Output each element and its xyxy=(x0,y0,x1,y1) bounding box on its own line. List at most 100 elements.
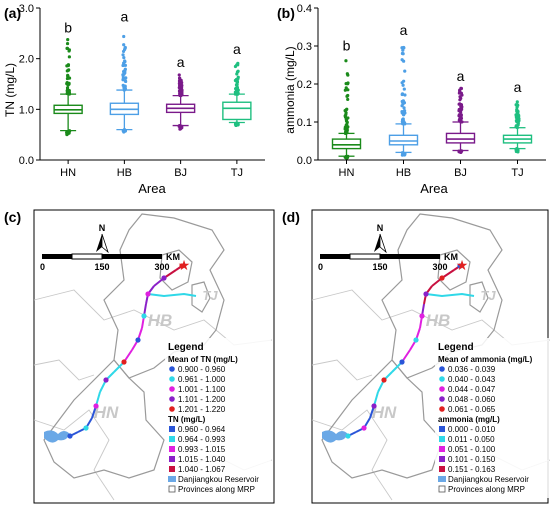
station-point xyxy=(345,433,351,439)
legend-swatch xyxy=(169,456,175,462)
outlier-point xyxy=(345,72,349,76)
legend-swatch xyxy=(169,406,175,412)
legend-swatch-provinces xyxy=(438,485,446,493)
outlier-point xyxy=(402,87,406,91)
legend-swatch-reservoir xyxy=(168,476,176,482)
outlier-point xyxy=(122,47,127,52)
station-point xyxy=(457,263,463,269)
legend-item-label: Provinces along MRP xyxy=(178,485,255,494)
legend-swatch xyxy=(169,446,175,452)
legend-swatch xyxy=(439,436,445,442)
station-point xyxy=(141,313,147,319)
legend-item-label: 1.015 - 1.040 xyxy=(178,455,226,464)
outlier-point xyxy=(457,108,462,112)
outlier-point xyxy=(403,69,407,73)
outlier-point xyxy=(344,119,349,123)
station-point xyxy=(135,337,141,343)
province-boundary xyxy=(311,359,373,381)
outlier-point xyxy=(400,92,404,97)
legend-item-label: 1.201 - 1.220 xyxy=(178,405,226,414)
legend-item-label: 0.964 - 0.993 xyxy=(178,435,226,444)
outlier-point xyxy=(514,113,518,117)
outlier-point xyxy=(123,79,127,83)
outlier-point xyxy=(233,78,238,83)
legend-section-title: ammonia (mg/L) xyxy=(438,415,500,424)
legend-item-label: 1.101 - 1.200 xyxy=(178,395,226,404)
region-label-tj: TJ xyxy=(480,288,496,303)
north-arrow-icon xyxy=(374,234,380,252)
outlier-point xyxy=(123,129,127,133)
outlier-point xyxy=(234,90,238,94)
station-point xyxy=(145,291,151,297)
province-bj xyxy=(437,249,471,291)
y-tick-label: 0.0 xyxy=(19,155,34,167)
legend-swatch xyxy=(439,426,445,432)
outlier-point xyxy=(458,95,462,99)
legend-item-label: Provinces along MRP xyxy=(448,485,525,494)
outlier-point xyxy=(122,55,126,60)
outlier-point xyxy=(65,41,70,46)
outlier-point xyxy=(123,67,127,71)
legend-swatch xyxy=(169,366,175,372)
outlier-point xyxy=(402,106,406,110)
outlier-point xyxy=(343,114,347,118)
station-point xyxy=(399,359,405,365)
legend-swatch xyxy=(439,366,445,372)
y-axis-label: ammonia (mg/L) xyxy=(283,46,297,133)
scale-label: 300 xyxy=(432,262,447,272)
chart-panel-ammonia: (b) ammonia (mg/L) Area 0.0 0.1 0.2 0.3 0.4 b… xyxy=(277,3,546,196)
legend-item-label: 1.001 - 1.100 xyxy=(178,385,226,394)
terminus-star-icon: ★ xyxy=(456,257,469,273)
outlier-point xyxy=(122,34,126,39)
station-point xyxy=(83,425,89,431)
legend-swatch xyxy=(439,466,445,472)
map-legend: Legend Mean of ammonia (mg/L)0.036 - 0.03… xyxy=(435,338,549,498)
significance-letter: a xyxy=(400,22,408,38)
legend-section-title: Mean of ammonia (mg/L) xyxy=(438,355,533,364)
outlier-point xyxy=(400,46,404,50)
outlier-point xyxy=(344,86,348,90)
significance-letter: a xyxy=(120,8,128,24)
outlier-point xyxy=(236,69,240,73)
outlier-point xyxy=(121,76,125,80)
legend-item-label: 0.040 - 0.043 xyxy=(448,375,496,384)
y-tick-label: 0.3 xyxy=(297,41,312,53)
outlier-point xyxy=(124,76,128,80)
outlier-point xyxy=(234,87,238,91)
significance-letter: a xyxy=(514,79,522,95)
legend-item-label: 0.036 - 0.039 xyxy=(448,365,496,374)
outlier-point xyxy=(344,59,348,63)
x-tick-label: HB xyxy=(396,167,411,179)
terminus-star-icon: ★ xyxy=(178,257,191,273)
y-tick-label: 2.0 xyxy=(19,54,34,66)
legend-item-label: 0.000 - 0.010 xyxy=(448,425,496,434)
chart-panel-tn: (a) TN (mg/L) Area 0.0 1.0 2.0 3.0 b HN a HB a BJ… xyxy=(3,3,265,196)
legend-swatch xyxy=(169,466,175,472)
legend-swatch xyxy=(439,386,445,392)
scale-label: 0 xyxy=(318,262,323,272)
station-point xyxy=(413,337,419,343)
north-label: N xyxy=(99,223,106,233)
box-HB xyxy=(388,134,419,146)
region-label-hb: HB xyxy=(426,311,451,330)
legend-swatch xyxy=(169,426,175,432)
outlier-point xyxy=(65,46,70,50)
scale-unit: KM xyxy=(166,252,180,262)
y-tick-label: 0.1 xyxy=(297,117,312,129)
legend-swatch xyxy=(439,446,445,452)
legend-swatch xyxy=(439,396,445,402)
legend-item-label: 0.011 - 0.050 xyxy=(448,435,495,444)
panel-label: (c) xyxy=(4,209,21,225)
outlier-point xyxy=(402,110,406,114)
outlier-point xyxy=(177,79,182,83)
region-label-hn: HN xyxy=(372,403,397,422)
legend-background xyxy=(435,338,549,498)
legend-title: Legend xyxy=(438,342,474,353)
outlier-point xyxy=(458,117,462,121)
scale-label: 0 xyxy=(40,262,45,272)
province-hn xyxy=(43,359,165,479)
outlier-point xyxy=(178,91,182,96)
